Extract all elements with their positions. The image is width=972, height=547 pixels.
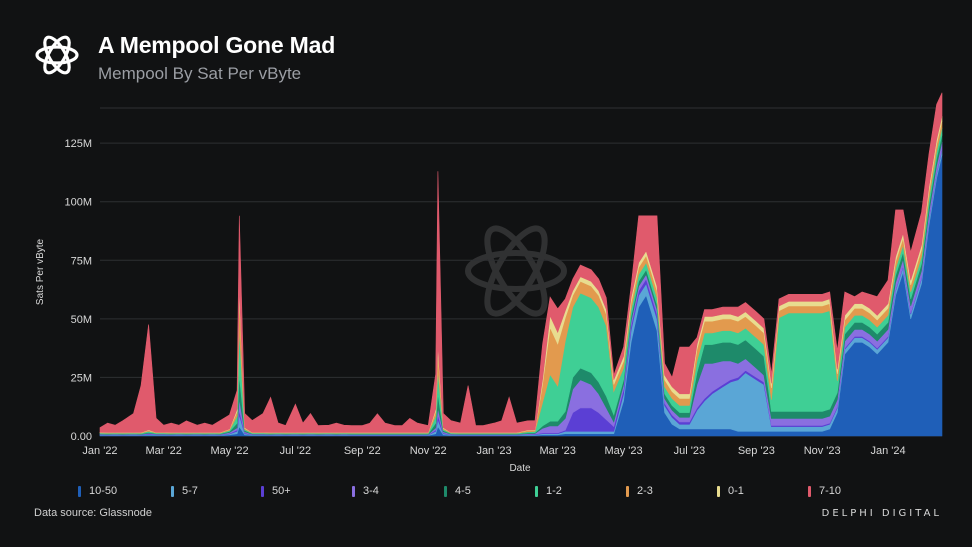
x-axis-title: Date [509,463,531,474]
watermark-logo-icon [465,225,567,317]
legend-item-2-3[interactable]: 2-3 [626,483,653,499]
x-tick-label: Jan '23 [476,445,511,457]
x-tick-label: Mar '23 [540,445,576,457]
x-tick-label: Nov '22 [410,445,447,457]
legend-item-10-50[interactable]: 10-50 [78,483,117,499]
y-tick-label: 125M [64,138,92,150]
legend-swatch [171,485,174,497]
legend-label: 50+ [272,485,291,497]
legend-item-0-1[interactable]: 0-1 [717,483,744,499]
legend-swatch [78,485,81,497]
delphi-logo-icon [35,35,79,75]
legend-label: 2-3 [637,485,653,497]
legend-item-5-7[interactable]: 5-7 [171,483,198,499]
legend-swatch [717,485,720,497]
legend-label: 5-7 [182,485,198,497]
legend-swatch [626,485,629,497]
area-series-1-2 [99,127,943,435]
legend-swatch [261,485,264,497]
legend-label: 3-4 [363,485,379,497]
legend-swatch [535,485,538,497]
x-tick-label: Mar '22 [146,445,182,457]
legend-label: 1-2 [546,485,562,497]
stacked-areas [99,92,943,437]
area-series-7-10 [99,92,943,433]
x-tick-label: Nov '23 [804,445,841,457]
x-tick-label: Jan '24 [870,445,905,457]
legend-swatch [808,485,811,497]
y-axis-title: Sats Per vByte [35,238,46,305]
y-tick-label: 0.00 [71,431,92,443]
y-axis-ticks: 0.00 25M 50M 75M 100M 125M [64,138,92,443]
chart-title: A Mempool Gone Mad [98,32,336,58]
x-tick-label: May '23 [604,445,642,457]
x-tick-label: Sep '23 [738,445,775,457]
x-tick-label: Sep '22 [344,445,381,457]
legend-item-1-2[interactable]: 1-2 [535,483,562,499]
chart-legend: 10-50 5-7 50+ 3-4 4-5 1-2 2-3 0-1 7-10 [78,483,958,501]
legend-label: 0-1 [728,485,744,497]
legend-label: 10-50 [89,485,118,497]
legend-swatch [444,485,447,497]
legend-item-50-plus[interactable]: 50+ [261,483,291,499]
x-tick-label: Jul '22 [280,445,311,457]
data-source-note: Data source: Glassnode [34,507,153,519]
x-tick-label: Jan '22 [82,445,117,457]
brand-wordmark: DELPHI DIGITAL [821,508,942,519]
y-tick-label: 50M [71,314,92,326]
y-tick-label: 75M [71,255,92,267]
legend-label: 4-5 [455,485,471,497]
legend-item-3-4[interactable]: 3-4 [352,483,379,499]
legend-label: 7-10 [819,485,842,497]
y-tick-label: 25M [71,372,92,384]
chart-subtitle: Mempool By Sat Per vByte [98,64,302,83]
legend-item-7-10[interactable]: 7-10 [808,483,841,499]
y-tick-label: 100M [64,197,92,209]
x-tick-label: May '22 [210,445,248,457]
x-axis-ticks: Jan '22 Mar '22 May '22 Jul '22 Sep '22 Nov '… [82,445,905,457]
legend-item-4-5[interactable]: 4-5 [444,483,471,499]
legend-swatch [352,485,355,497]
x-tick-label: Jul '23 [674,445,705,457]
